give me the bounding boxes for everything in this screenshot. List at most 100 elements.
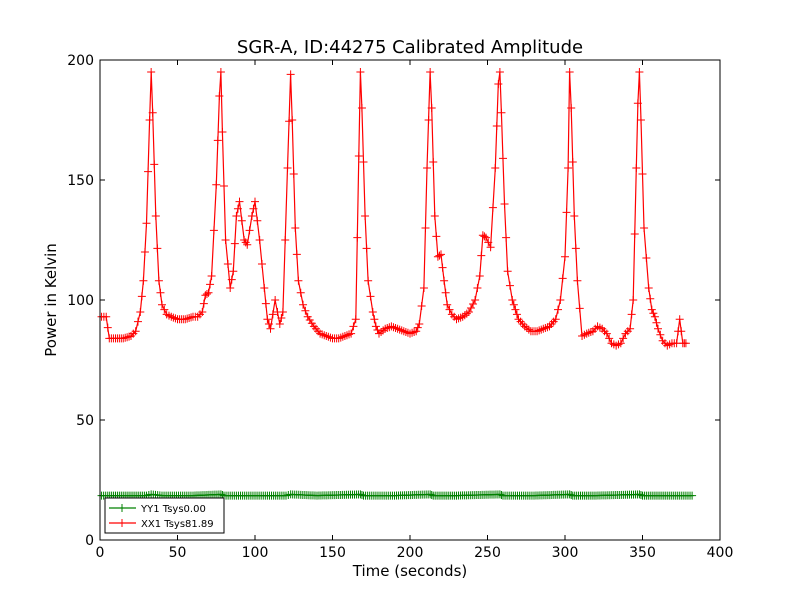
data-point	[389, 323, 398, 332]
y-tick-label: 50	[76, 413, 94, 429]
data-point	[627, 310, 636, 319]
data-point	[326, 333, 335, 342]
data-point	[539, 324, 548, 333]
data-point	[567, 491, 576, 499]
data-point	[508, 296, 517, 304]
data-point	[638, 170, 647, 178]
data-point	[541, 324, 550, 332]
data-point	[564, 164, 573, 172]
series-xx1	[97, 68, 690, 350]
data-point	[491, 164, 500, 172]
data-point	[158, 300, 166, 309]
data-point	[353, 233, 362, 242]
data-point	[356, 68, 365, 76]
data-point	[410, 328, 419, 336]
data-point	[520, 322, 529, 331]
data-point	[481, 233, 490, 242]
data-point	[292, 250, 301, 259]
data-point	[500, 200, 509, 208]
data-point	[495, 68, 504, 76]
data-point	[387, 322, 396, 331]
data-point	[207, 272, 216, 280]
data-point	[649, 309, 658, 318]
data-point	[654, 324, 662, 333]
data-point	[511, 305, 520, 314]
data-point	[278, 308, 287, 316]
data-point	[533, 327, 542, 336]
data-point	[586, 328, 595, 336]
data-point	[286, 70, 295, 79]
legend: YY1 Tsys0.00 XX1 Tsys81.89	[104, 497, 225, 534]
chart-title: SGR-A, ID:44275 Calibrated Amplitude	[237, 37, 583, 58]
data-point	[681, 339, 690, 348]
data-point	[347, 329, 356, 338]
data-point	[131, 327, 140, 336]
x-tick-label: 200	[397, 545, 424, 561]
data-point	[458, 312, 467, 321]
data-point	[160, 305, 169, 314]
data-point	[630, 230, 639, 238]
data-point	[377, 328, 386, 336]
data-point	[340, 332, 349, 340]
x-tick-label: 100	[242, 545, 269, 561]
data-point	[357, 104, 366, 112]
data-point	[535, 326, 544, 335]
data-point	[633, 99, 642, 108]
data-point	[575, 304, 584, 313]
data-point	[558, 274, 567, 283]
data-point	[144, 167, 153, 176]
data-point	[232, 212, 241, 220]
data-point	[571, 244, 580, 253]
data-point	[582, 329, 591, 338]
data-point	[288, 116, 297, 124]
data-point	[497, 491, 506, 499]
data-point	[307, 319, 316, 328]
data-point	[635, 68, 644, 76]
data-point	[370, 315, 379, 324]
data-point	[567, 104, 576, 112]
data-point	[397, 326, 406, 335]
data-point	[294, 276, 303, 285]
data-point	[361, 212, 370, 220]
data-point	[435, 251, 444, 260]
data-point	[251, 197, 259, 206]
data-point	[277, 314, 286, 322]
data-point	[445, 305, 454, 314]
data-point	[281, 236, 290, 244]
data-point	[136, 308, 145, 316]
x-axis-label: Time (seconds)	[352, 562, 468, 580]
data-point	[427, 104, 436, 112]
data-point	[227, 275, 236, 284]
data-point	[652, 318, 661, 327]
data-point	[437, 250, 445, 259]
data-point	[102, 312, 111, 321]
data-point	[206, 280, 215, 289]
data-point	[249, 204, 258, 213]
data-point	[260, 284, 269, 292]
data-point	[209, 226, 218, 235]
data-point	[475, 272, 484, 280]
data-point	[646, 294, 655, 303]
data-point	[499, 154, 507, 163]
data-point	[494, 80, 503, 88]
data-point	[395, 325, 404, 334]
data-point	[399, 327, 408, 336]
data-point	[417, 302, 426, 310]
data-point	[202, 290, 211, 298]
data-point	[257, 260, 266, 268]
data-point	[121, 333, 130, 342]
data-point	[301, 306, 310, 315]
data-point	[357, 491, 366, 499]
x-axis: 0 50 100 150 200 250 300 350 400	[96, 60, 733, 561]
data-point	[573, 276, 582, 285]
data-point	[441, 288, 450, 297]
data-point	[616, 339, 625, 348]
y-tick-label: 100	[67, 293, 94, 309]
data-point	[619, 334, 628, 343]
data-point	[480, 232, 489, 241]
x-tick-label: 350	[629, 545, 656, 561]
data-point	[413, 323, 422, 332]
data-point	[345, 330, 354, 339]
data-point	[140, 248, 149, 256]
data-point	[233, 204, 242, 213]
